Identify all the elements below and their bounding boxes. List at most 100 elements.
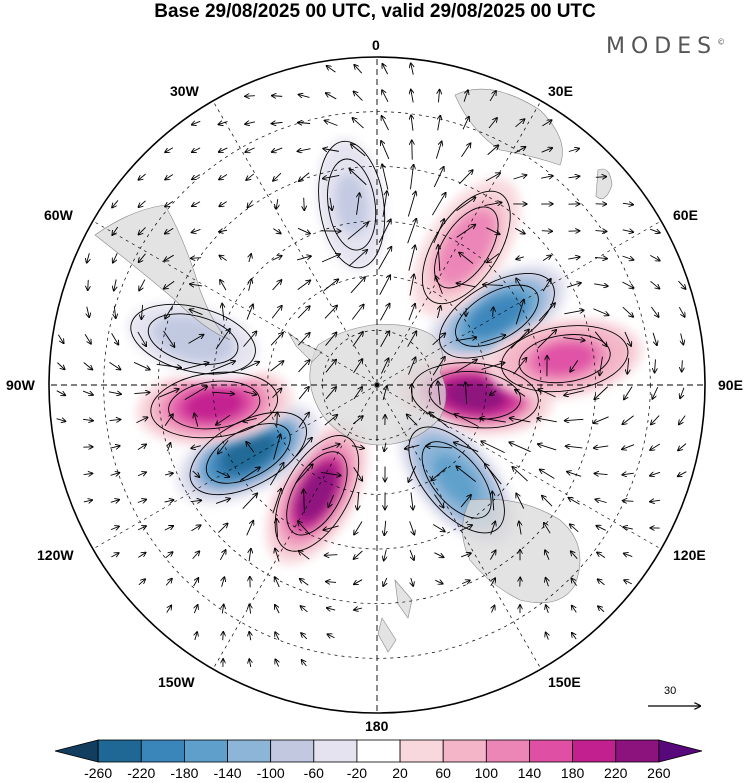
wind-vector [384,549,387,561]
wind-vector [563,337,585,341]
wind-vector [383,577,387,586]
wind-vector [382,64,389,75]
wind-vector [624,580,633,584]
wind-vector [159,389,179,398]
wind-vector [546,605,549,614]
wind-vector [485,173,500,182]
wind-vector [681,333,684,345]
wind-vector [299,172,310,181]
wind-vector [243,418,257,421]
wind-vector [431,193,445,216]
wind-vector [513,175,527,180]
wind-vector [277,519,278,538]
wind-vector [137,472,146,475]
wind-vector [483,285,504,286]
wind-vector [651,306,658,317]
wind-vector [510,418,531,423]
wind-vector [542,120,551,127]
wind-vector [622,473,634,475]
wind-vector [678,306,684,317]
reference-vector-label: 30 [664,685,677,697]
colorbar-tick-label: -260 [84,765,113,781]
wind-vector [622,415,634,424]
wind-vector [537,418,557,423]
lon-label-30w: 30W [170,83,199,99]
wind-vector [222,304,224,321]
wind-vector [112,226,119,235]
wind-vector [351,144,366,157]
wind-vector [411,577,413,586]
wind-vector [352,332,363,347]
colorbar-tick-label: 20 [392,765,408,781]
wind-vector [513,358,527,375]
wind-vector [83,362,93,369]
wind-vector [137,331,146,346]
wind-vector [219,174,228,180]
wind-vector [298,360,310,373]
wind-vector [512,467,528,482]
wind-vector [270,361,284,372]
wind-vector [83,500,92,502]
wind-vector [299,551,310,560]
wind-vector [542,496,553,507]
wind-vector [384,442,386,451]
wind-vector [327,608,336,610]
wind-vector [137,500,146,503]
wind-vector [215,499,230,504]
wind-vector [515,119,525,128]
colorbar-tick-label: -180 [170,765,199,781]
wind-vector [245,96,255,97]
wind-vector [510,330,529,349]
colorbar [54,739,703,763]
land-south-america [94,204,231,341]
wind-vector [568,176,580,178]
wind-vector [622,203,633,204]
wind-vector [164,280,175,288]
wind-vector [165,473,173,475]
contour-line [147,313,239,365]
wind-vector [218,523,227,533]
wind-vector [461,553,471,557]
wind-vector [165,552,172,559]
wind-vector [409,274,414,296]
wind-vector [325,360,336,373]
wind-vector [426,446,452,448]
wind-vector [564,310,583,315]
wind-vector [411,115,413,131]
wind-vector [624,386,633,400]
wind-vector [348,250,367,267]
wind-vector [218,440,229,453]
wind-vector [222,577,225,587]
wind-vector [481,363,505,370]
wind-vector [163,330,175,347]
wind-vector [302,660,307,667]
wind-vector [597,552,606,559]
contour-line [327,158,377,251]
wind-vector [598,579,605,586]
wind-vector [134,392,149,393]
wind-vector [304,197,305,210]
wind-vector [381,141,390,160]
wind-vector [493,307,494,317]
wind-vector [409,549,414,560]
wind-vector [298,413,309,428]
map-title: Base 29/08/2025 00 UTC, valid 29/08/2025… [154,1,596,22]
wind-vector [218,122,228,125]
wind-vector [321,254,340,263]
colorbar-bin [658,739,703,763]
contour-line [500,325,629,393]
wind-vector [165,227,174,233]
wind-vector [456,466,476,483]
colorbar-bin [313,739,358,763]
wind-vector [222,605,223,614]
lon-label-90e: 90E [718,377,743,393]
wind-vector [594,284,608,286]
colorbar-tick-label: -100 [256,765,285,781]
wind-vector [491,605,494,613]
wind-vector [593,416,609,423]
wind-vector [210,361,235,372]
wind-vector [515,300,524,325]
wind-vector [384,520,385,535]
wind-vector [538,444,557,451]
colorbar-bin [356,739,401,763]
